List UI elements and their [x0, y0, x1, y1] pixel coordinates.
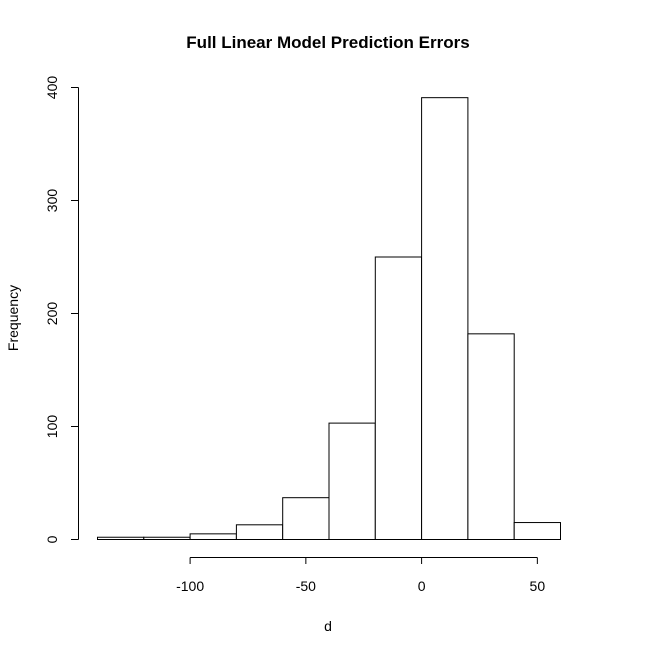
y-tick-label: 400: [44, 76, 60, 100]
histogram-bar: [97, 536, 145, 540]
histogram-bar: [189, 533, 237, 540]
y-tick-label: 300: [44, 189, 60, 213]
y-tick-label: 200: [44, 302, 60, 326]
y-axis: 0 100 200 300 400: [44, 76, 79, 543]
histogram-bar: [328, 422, 376, 540]
bars-group: [97, 97, 562, 541]
histogram-bar: [282, 497, 330, 541]
histogram-bar: [143, 536, 191, 540]
x-axis-label: d: [324, 618, 332, 634]
histogram-bar: [421, 97, 469, 540]
y-tick-label: 100: [44, 415, 60, 439]
y-axis-label: Frequency: [5, 285, 21, 351]
histogram-bar: [467, 333, 515, 540]
histogram-bar: [235, 524, 284, 540]
x-tick-label: -50: [296, 578, 316, 594]
x-tick-label: 0: [418, 578, 426, 594]
x-tick-label: 50: [530, 578, 546, 594]
histogram-bar: [513, 522, 562, 540]
histogram-bar: [374, 256, 423, 540]
chart-title: Full Linear Model Prediction Errors: [186, 33, 469, 52]
x-tick-label: -100: [176, 578, 204, 594]
x-axis: -100 -50 0 50: [176, 557, 546, 594]
y-tick-label: 0: [44, 535, 60, 543]
